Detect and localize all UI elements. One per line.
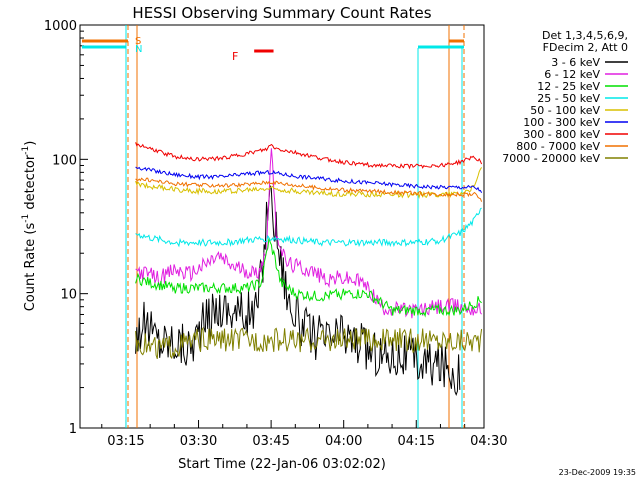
series-50-100-kev (135, 167, 483, 200)
legend-label: 12 - 25 keV (537, 80, 600, 93)
flare-label: F (232, 50, 238, 63)
y-tick-label: 10 (60, 288, 77, 303)
chart-title: HESSI Observing Summary Count Rates (132, 4, 431, 22)
legend-entry: 50 - 100 keV (530, 104, 628, 117)
series-7000-20000-kev (135, 326, 483, 360)
y-tick-label: 1 (69, 422, 77, 437)
y-axis: 1 10 100 1000 (44, 19, 88, 437)
series-12-25-kev (135, 237, 482, 318)
legend-entry: 800 - 7000 keV (516, 140, 628, 153)
legend-label: 50 - 100 keV (530, 104, 600, 117)
series-6-12-kev (135, 148, 482, 319)
legend-entry: 25 - 50 keV (537, 92, 628, 105)
legend-header-line: FDecim 2, Att 0 (543, 41, 628, 54)
series-25-50-kev (135, 207, 482, 248)
footer-timestamp: 23-Dec-2009 19:35 (559, 468, 636, 477)
legend-entry: 100 - 300 keV (523, 116, 628, 129)
y-axis-title: Count Rate (s-1 detector-1) (21, 141, 38, 312)
legend-entry: 300 - 800 keV (523, 128, 628, 141)
legend-label: 7000 - 20000 keV (502, 152, 600, 165)
legend-entry: 12 - 25 keV (537, 80, 628, 93)
x-tick-label: 04:00 (325, 434, 362, 449)
x-axis-title: Start Time (22-Jan-06 03:02:02) (178, 457, 386, 472)
legend-entry: 7000 - 20000 keV (502, 152, 628, 165)
legend-label: 25 - 50 keV (537, 92, 600, 105)
legend-label: 3 - 6 keV (551, 56, 600, 69)
x-tick-label: 04:15 (398, 434, 435, 449)
legend-entry: 3 - 6 keV (551, 56, 628, 69)
minor-ticks (80, 30, 466, 428)
legend-label: 300 - 800 keV (523, 128, 600, 141)
y-tick-label: 100 (52, 153, 77, 168)
series-800-7000-kev (135, 177, 483, 202)
series-group (135, 142, 483, 396)
legend-label: 800 - 7000 keV (516, 140, 600, 153)
x-tick-label: 03:30 (180, 434, 217, 449)
night-label: N (135, 44, 142, 55)
x-axis: 03:15 03:30 03:45 04:00 04:15 04:30 (107, 434, 507, 449)
legend-entry: 6 - 12 keV (544, 68, 628, 81)
legend-label: 100 - 300 keV (523, 116, 600, 129)
legend-label: 6 - 12 keV (544, 68, 600, 81)
state-markers: S N F (82, 25, 465, 428)
series-100-300-kev (135, 166, 483, 193)
series-300-800-kev (135, 142, 483, 170)
saa-label: S (135, 36, 141, 47)
legend: Det 1,3,4,5,6,9, FDecim 2, Att 0 3 - 6 k… (502, 29, 628, 165)
x-tick-label: 03:45 (252, 434, 289, 449)
plot-frame (79, 24, 485, 429)
y-tick-label: 1000 (44, 19, 77, 34)
legend-header-line: Det 1,3,4,5,6,9, (542, 29, 628, 42)
x-tick-label: 04:30 (470, 434, 507, 449)
x-tick-label: 03:15 (107, 434, 144, 449)
